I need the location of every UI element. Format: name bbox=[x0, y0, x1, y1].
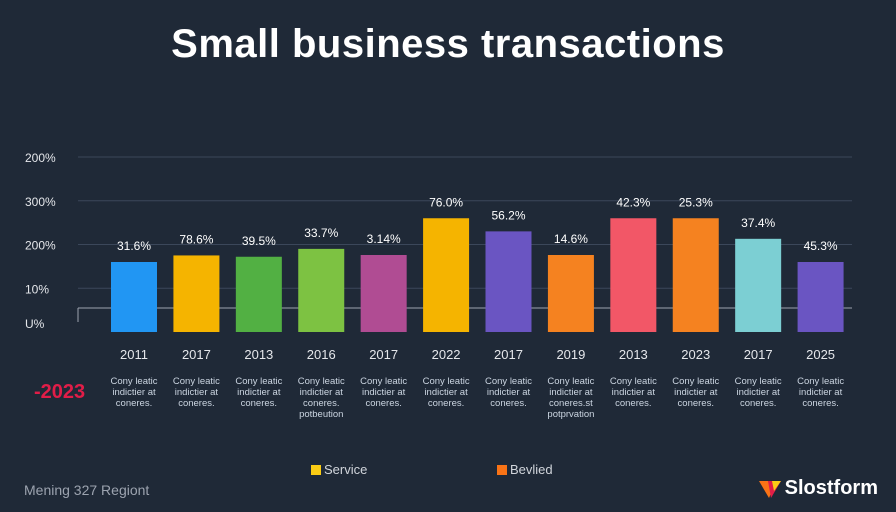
bar-description: indictier at bbox=[549, 387, 593, 398]
bar-description: Cony leatic bbox=[173, 376, 220, 387]
bar-description: Cony leatic bbox=[235, 376, 282, 387]
data-label: 39.5% bbox=[242, 234, 276, 248]
bar-description: potbeution bbox=[299, 409, 343, 420]
data-label: 45.3% bbox=[804, 239, 838, 253]
x-tick-label: 2025 bbox=[806, 347, 835, 362]
bar-description: indictier at bbox=[424, 387, 468, 398]
page-title: Small business transactions bbox=[171, 22, 725, 66]
bar-description: Cony leatic bbox=[735, 376, 782, 387]
x-tick-label: 2017 bbox=[182, 347, 211, 362]
brand-logo-icon bbox=[758, 480, 781, 498]
x-tick-label: 2013 bbox=[244, 347, 273, 362]
bar bbox=[485, 231, 532, 332]
bar-description: coneres. bbox=[678, 398, 714, 409]
legend-swatch-bevlied bbox=[497, 465, 507, 475]
bar-description: Cony leatic bbox=[111, 376, 158, 387]
brand: Slostform bbox=[758, 477, 878, 500]
x-tick-label: 2023 bbox=[681, 347, 710, 362]
bar-description: Cony leatic bbox=[423, 376, 470, 387]
y-tick-label: U% bbox=[25, 317, 45, 331]
x-tick-label: 2017 bbox=[369, 347, 398, 362]
bar-description: Cony leatic bbox=[547, 376, 594, 387]
bar-description: coneres. bbox=[428, 398, 464, 409]
y-tick-label: 200% bbox=[25, 151, 56, 165]
bar-description: indictier at bbox=[362, 387, 406, 398]
bar-description: indictier at bbox=[799, 387, 843, 398]
bar-description: indictier at bbox=[300, 387, 344, 398]
legend-label-service: Service bbox=[324, 462, 368, 477]
bar bbox=[111, 262, 157, 332]
bar-description: coneres. bbox=[365, 398, 401, 409]
footer-note: Mening 327 Regiont bbox=[24, 482, 150, 498]
y-tick-label: 10% bbox=[25, 282, 49, 296]
data-label: 33.7% bbox=[304, 226, 338, 240]
bar bbox=[735, 238, 782, 332]
legend-item-bevlied: Bevlied bbox=[497, 462, 553, 477]
bar-description: indictier at bbox=[737, 387, 781, 398]
bar-description: coneres. bbox=[615, 398, 651, 409]
bar-description: indictier at bbox=[674, 387, 718, 398]
bar bbox=[173, 255, 220, 332]
legend-swatch-service bbox=[311, 465, 321, 475]
side-year-label: -2023 bbox=[34, 381, 86, 403]
y-tick-label: 200% bbox=[25, 239, 56, 253]
bar-description: indictier at bbox=[237, 387, 281, 398]
bar bbox=[672, 218, 719, 332]
bar bbox=[423, 218, 470, 332]
x-tick-label: 2017 bbox=[494, 347, 523, 362]
bar bbox=[360, 255, 407, 332]
x-tick-label: 2016 bbox=[307, 347, 336, 362]
x-tick-label: 2019 bbox=[556, 347, 585, 362]
data-label: 31.6% bbox=[117, 239, 151, 253]
bar bbox=[610, 218, 657, 332]
data-label: 78.6% bbox=[179, 232, 213, 246]
bar-description: Cony leatic bbox=[797, 376, 844, 387]
bar-description: Cony leatic bbox=[672, 376, 719, 387]
bar-description: potprvation bbox=[547, 409, 594, 420]
bar-description: Cony leatic bbox=[298, 376, 345, 387]
bar-description: coneres. bbox=[740, 398, 776, 409]
brand-name: Slostform bbox=[784, 477, 878, 499]
bar-description: Cony leatic bbox=[610, 376, 657, 387]
x-tick-label: 2022 bbox=[432, 347, 461, 362]
bar bbox=[797, 262, 844, 332]
data-label: 56.2% bbox=[491, 208, 525, 222]
bar-description: Cony leatic bbox=[360, 376, 407, 387]
bar-description: coneres. bbox=[303, 398, 339, 409]
bar-description: coneres.st bbox=[549, 398, 593, 409]
bar bbox=[547, 255, 594, 332]
bar-description: indictier at bbox=[112, 387, 156, 398]
x-tick-label: 2017 bbox=[744, 347, 773, 362]
bar-description: coneres. bbox=[116, 398, 152, 409]
bar-description: indictier at bbox=[487, 387, 531, 398]
bar-description: indictier at bbox=[175, 387, 219, 398]
data-label: 42.3% bbox=[616, 195, 650, 209]
legend-label-bevlied: Bevlied bbox=[510, 462, 553, 477]
legend-item-service: Service bbox=[311, 462, 367, 477]
bar-description: coneres. bbox=[241, 398, 277, 409]
bar-description: Cony leatic bbox=[485, 376, 532, 387]
data-label: 14.6% bbox=[554, 232, 588, 246]
data-label: 3.14% bbox=[367, 232, 401, 246]
bar-description: coneres. bbox=[802, 398, 838, 409]
bar-description: coneres. bbox=[178, 398, 214, 409]
bar-description: indictier at bbox=[612, 387, 656, 398]
bar bbox=[235, 256, 282, 332]
data-label: 37.4% bbox=[741, 216, 775, 230]
bar bbox=[298, 248, 345, 332]
data-label: 25.3% bbox=[679, 195, 713, 209]
x-tick-label: 2013 bbox=[619, 347, 648, 362]
data-label: 76.0% bbox=[429, 195, 463, 209]
bar-description: coneres. bbox=[490, 398, 526, 409]
y-tick-label: 300% bbox=[25, 195, 56, 209]
x-tick-label: 2011 bbox=[120, 347, 148, 362]
